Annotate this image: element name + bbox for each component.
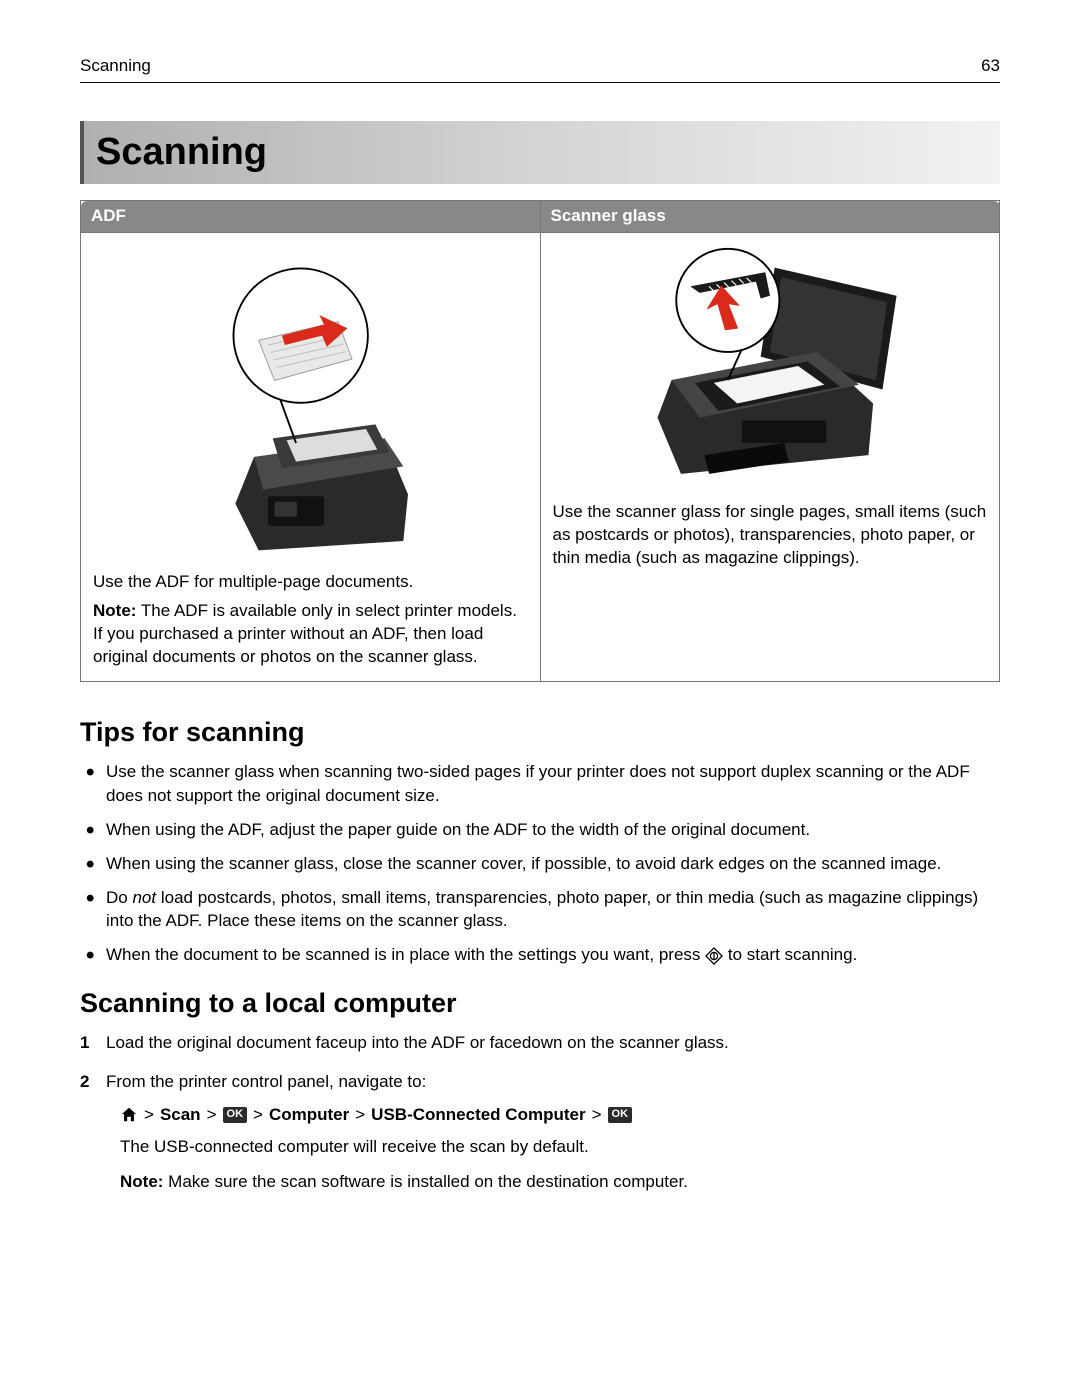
ok-icon: OK bbox=[608, 1107, 633, 1123]
step-2: From the printer control panel, navigate… bbox=[80, 1070, 1000, 1195]
scan-method-table: ADF Scanner glass bbox=[80, 200, 1000, 682]
page-title: Scanning bbox=[96, 127, 988, 178]
tip-item: When using the ADF, adjust the paper gui… bbox=[106, 818, 1000, 842]
col-header-adf: ADF bbox=[81, 201, 541, 233]
step2-note: Note: Make sure the scan software is ins… bbox=[120, 1170, 1000, 1195]
start-icon bbox=[705, 947, 723, 965]
col-header-glass: Scanner glass bbox=[540, 201, 1000, 233]
step-1: Load the original document faceup into t… bbox=[80, 1031, 1000, 1056]
tip-item: When the document to be scanned is in pl… bbox=[106, 943, 1000, 967]
home-icon bbox=[120, 1106, 138, 1124]
note-label: Note: bbox=[93, 601, 136, 620]
glass-usage: Use the scanner glass for single pages, … bbox=[553, 501, 988, 570]
tip-item: Do not load postcards, photos, small ite… bbox=[106, 886, 1000, 934]
adf-usage: Use the ADF for multiple-page documents. bbox=[93, 571, 528, 594]
title-bar: Scanning bbox=[80, 121, 1000, 184]
nav-usb: USB-Connected Computer bbox=[371, 1103, 585, 1128]
tip-item: When using the scanner glass, close the … bbox=[106, 852, 1000, 876]
step2-after: The USB-connected computer will receive … bbox=[120, 1135, 1000, 1160]
adf-cell: Use the ADF for multiple-page documents.… bbox=[81, 233, 541, 682]
note-label: Note: bbox=[120, 1172, 163, 1191]
tips-list: Use the scanner glass when scanning two-… bbox=[80, 760, 1000, 967]
glass-cell: Use the scanner glass for single pages, … bbox=[540, 233, 1000, 682]
adf-note: Note: The ADF is available only in selec… bbox=[93, 600, 528, 669]
nav-scan: Scan bbox=[160, 1103, 201, 1128]
tip-item: Use the scanner glass when scanning two-… bbox=[106, 760, 1000, 808]
glass-illustration bbox=[553, 241, 988, 491]
tips-heading: Tips for scanning bbox=[80, 714, 1000, 750]
scan-local-heading: Scanning to a local computer bbox=[80, 985, 1000, 1021]
header-left: Scanning bbox=[80, 55, 151, 78]
header-page-number: 63 bbox=[981, 55, 1000, 78]
adf-note-text: The ADF is available only in select prin… bbox=[93, 601, 517, 666]
steps-list: Load the original document faceup into t… bbox=[80, 1031, 1000, 1194]
ok-icon: OK bbox=[223, 1107, 248, 1123]
page-header: Scanning 63 bbox=[80, 55, 1000, 83]
nav-computer: Computer bbox=[269, 1103, 349, 1128]
adf-illustration bbox=[93, 241, 528, 561]
nav-path: > Scan > OK > Computer > USB-Connected C… bbox=[120, 1103, 1000, 1128]
emphasis-not: not bbox=[132, 888, 156, 907]
